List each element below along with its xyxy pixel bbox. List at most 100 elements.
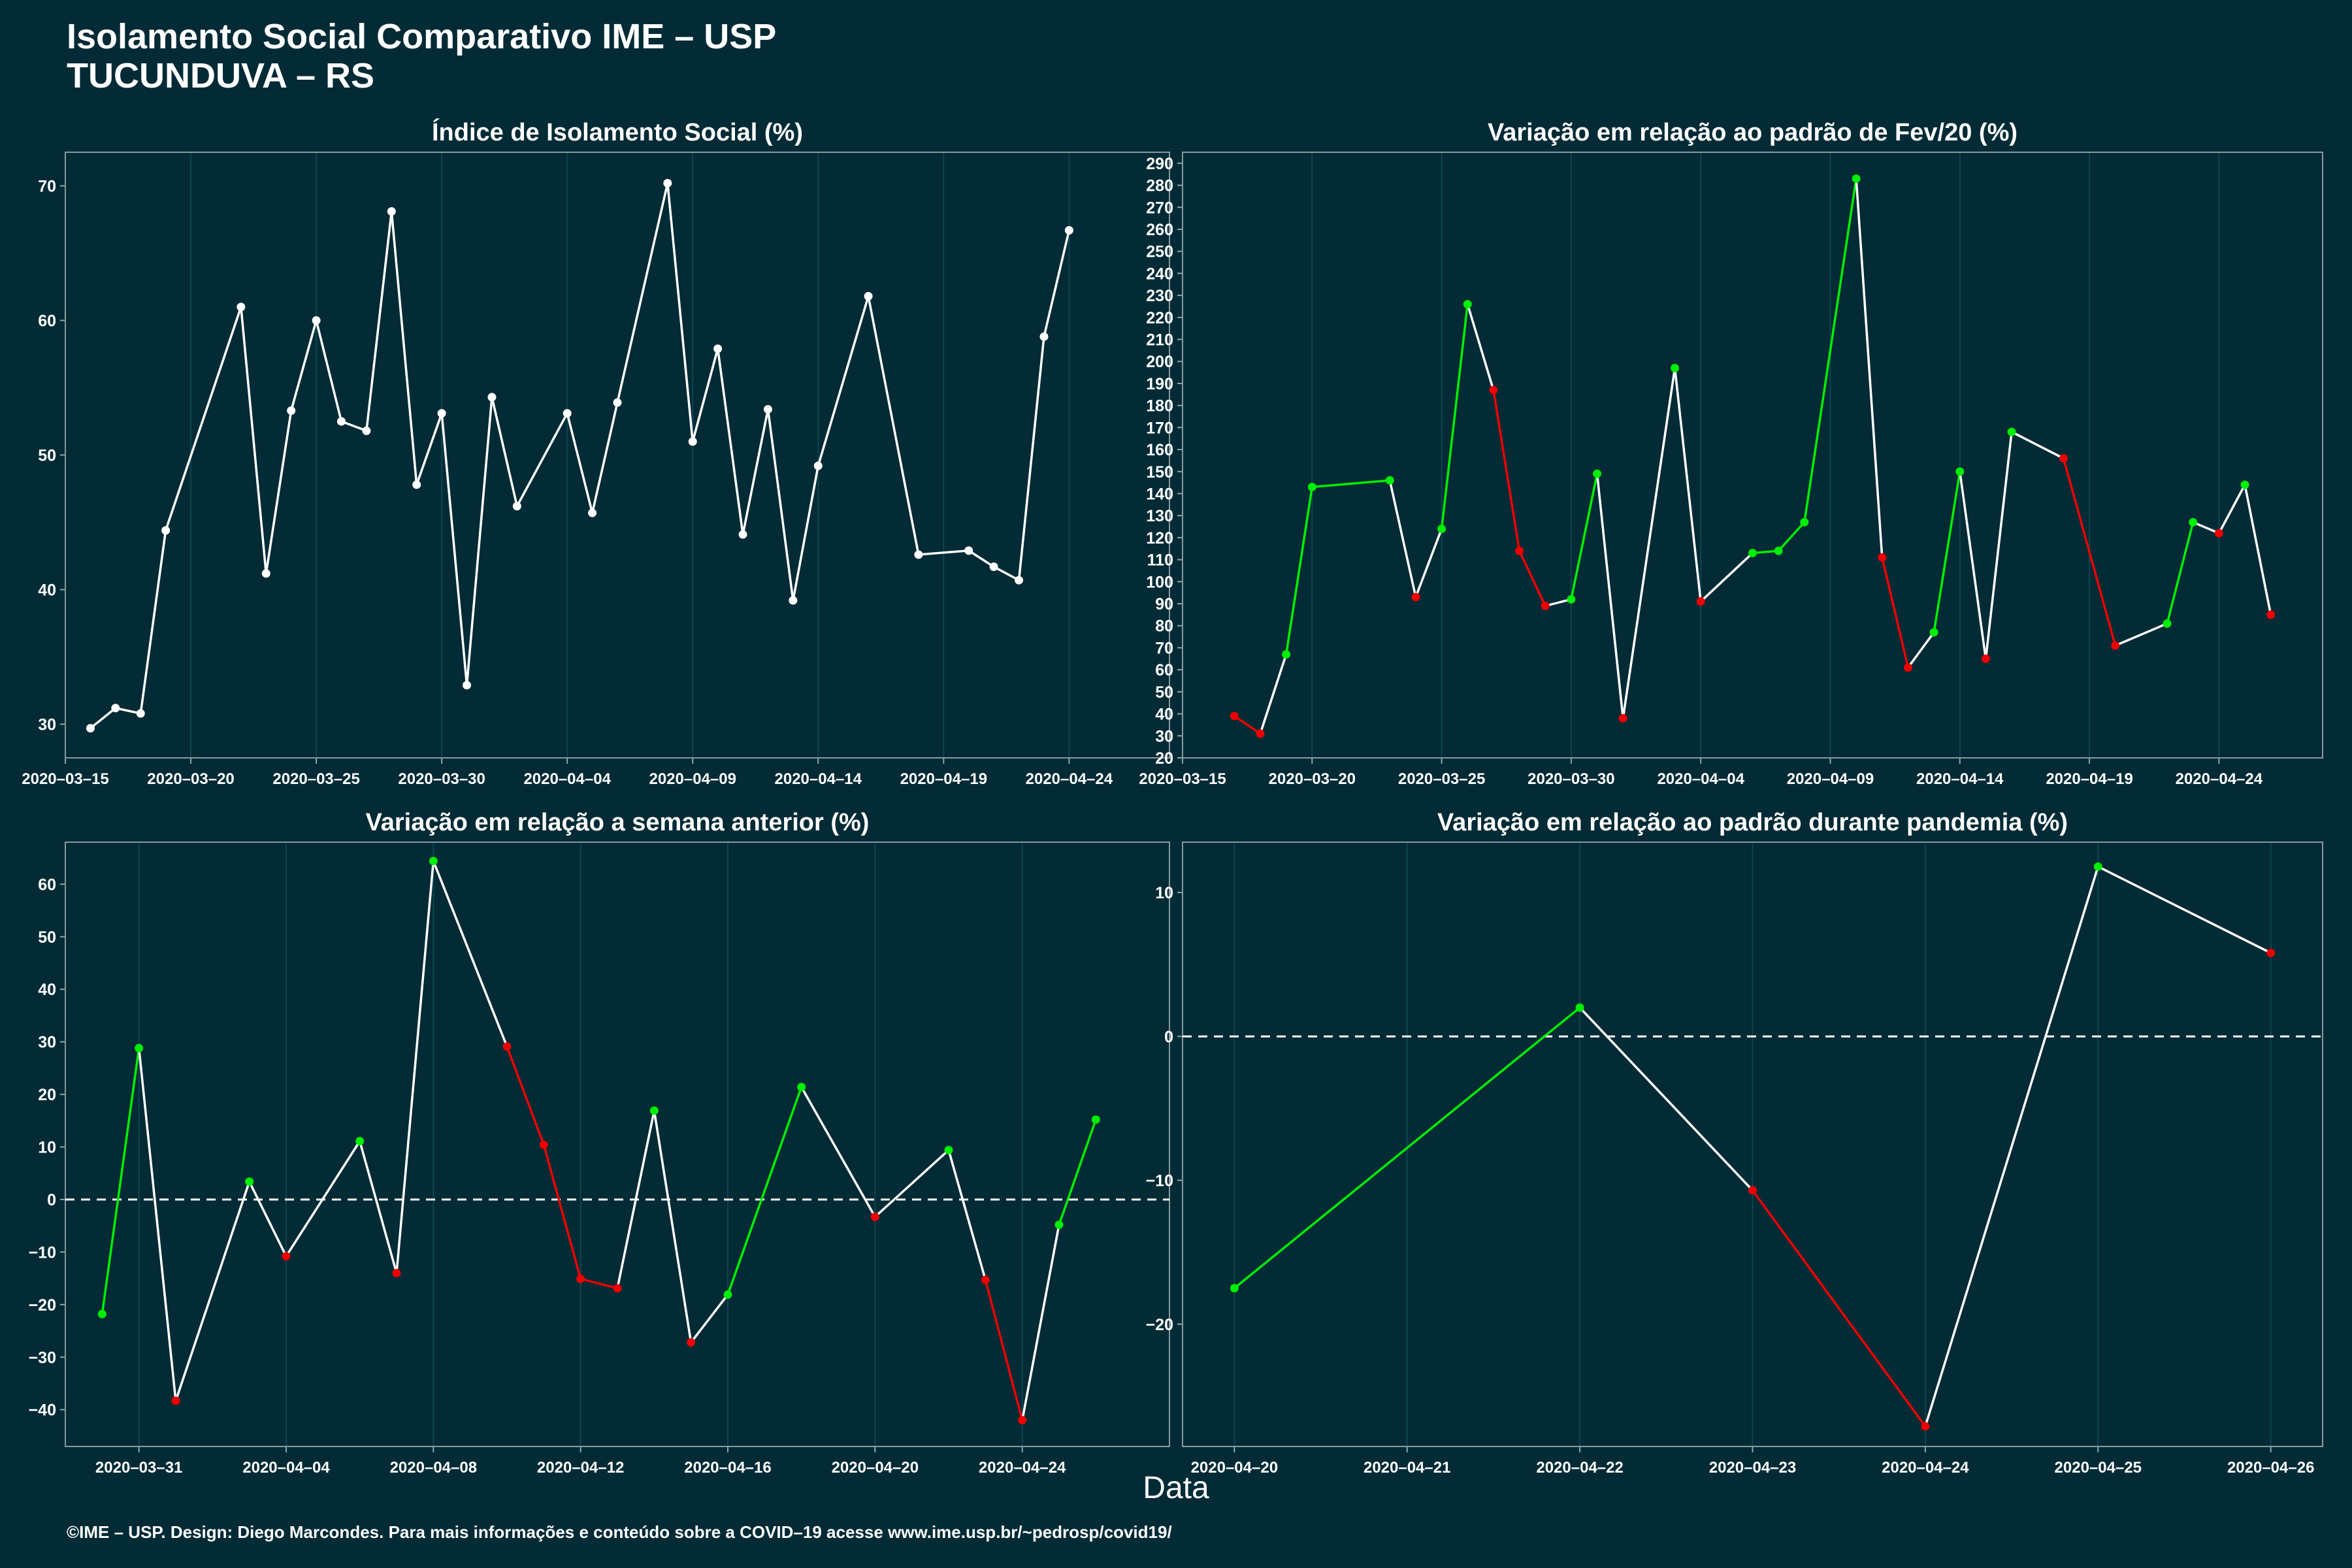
x-tick-label: 2020–04–20	[832, 1459, 919, 1477]
data-point	[1039, 332, 1049, 341]
series-segment	[1673, 368, 1702, 602]
x-tick-label: 2020–03–30	[1527, 770, 1614, 788]
series-segment	[1578, 1007, 1754, 1192]
series-segment	[390, 211, 418, 485]
data-point	[1411, 593, 1420, 602]
plot-frame	[65, 841, 1170, 1447]
data-point	[1696, 597, 1705, 606]
series-segment	[365, 211, 393, 431]
data-point	[437, 409, 446, 418]
y-tick-label: −20	[29, 1296, 56, 1315]
x-tick-label: 2020–04–04	[523, 770, 611, 788]
y-tick-label: 240	[1146, 265, 1173, 283]
y-tick-label: 190	[1146, 375, 1173, 393]
series-segment	[993, 565, 1020, 581]
series-segment	[164, 306, 242, 531]
data-point	[412, 480, 421, 489]
data-point	[1878, 553, 1887, 562]
series-segment	[727, 1086, 803, 1296]
data-point	[136, 709, 145, 718]
series-segment	[918, 549, 969, 556]
data-point	[613, 1284, 622, 1293]
data-point	[964, 546, 973, 555]
y-tick-label: 30	[1155, 727, 1173, 745]
x-tick-label: 2020–04–21	[1364, 1459, 1450, 1477]
footer-credits: ©IME – USP. Design: Diego Marcondes. Par…	[67, 1522, 1172, 1542]
data-point	[1463, 300, 1472, 309]
data-point	[1903, 663, 1912, 672]
series-segment	[2244, 484, 2272, 615]
series-segment	[2011, 431, 2065, 460]
series-segment	[591, 402, 619, 514]
series-segment	[1518, 550, 1546, 607]
x-tick-label: 2020–04–24	[1026, 770, 1113, 788]
data-point	[687, 1338, 696, 1347]
y-tick-label: 50	[38, 447, 56, 465]
y-tick-label: 70	[38, 178, 56, 196]
series-segment	[766, 409, 794, 601]
data-point	[1575, 1003, 1584, 1012]
y-tick-label: 20	[38, 1086, 56, 1104]
series-segment	[358, 1141, 398, 1274]
x-tick-label: 2020–04–14	[1916, 770, 2004, 788]
x-tick-label: 2020–04–08	[390, 1459, 477, 1477]
series-segment	[1440, 304, 1469, 529]
series-segment	[416, 413, 443, 485]
x-tick-label: 2020–04–24	[979, 1459, 1066, 1477]
data-point	[1541, 601, 1550, 610]
x-tick-label: 2020–03–15	[22, 770, 108, 788]
series-segment	[542, 1144, 582, 1279]
x-tick-label: 2020–03–25	[1398, 770, 1485, 788]
series-segment	[90, 707, 116, 730]
series-segment	[1058, 1119, 1097, 1226]
y-tick-label: −10	[29, 1243, 56, 1262]
series-segment	[315, 320, 343, 422]
x-tick-label: 2020–04–24	[1882, 1459, 1969, 1477]
y-tick-label: 40	[38, 981, 56, 999]
data-point	[789, 596, 798, 605]
series-segment	[1959, 471, 1987, 659]
data-point	[312, 316, 321, 325]
chart-title-line-2: TUCUNDUVA – RS	[67, 56, 375, 95]
data-point	[989, 562, 998, 571]
series-segment	[265, 410, 293, 574]
data-point	[1515, 546, 1524, 555]
series-segment	[1388, 480, 1417, 598]
data-point	[245, 1177, 254, 1186]
y-tick-label: 30	[38, 1034, 56, 1052]
series-segment	[1855, 178, 1884, 558]
y-tick-label: 120	[1146, 529, 1173, 547]
series-segment	[691, 348, 719, 442]
y-tick-label: 0	[1164, 1028, 1173, 1046]
series-segment	[817, 295, 870, 466]
data-point	[914, 550, 923, 559]
data-point	[1054, 1220, 1064, 1230]
data-point	[1852, 174, 1861, 183]
data-point	[1018, 1416, 1027, 1425]
data-point	[2266, 610, 2276, 619]
data-point	[713, 344, 723, 353]
data-point	[2111, 641, 2120, 650]
series-segment	[1984, 431, 2013, 659]
y-tick-label: 100	[1146, 573, 1173, 591]
data-point	[1064, 225, 1073, 235]
series-segment	[1881, 557, 1910, 668]
series-segment	[1803, 178, 1857, 523]
series-segment	[1284, 487, 1314, 655]
series-segment	[248, 1181, 287, 1257]
data-point	[2093, 862, 2102, 871]
x-tick-label: 2020–04–09	[1787, 770, 1874, 788]
data-point	[392, 1269, 401, 1278]
data-point	[2214, 529, 2223, 538]
panel-variation-pandemic-pattern: Variação em relação ao padrão durante pa…	[1146, 809, 2323, 1477]
series-segment	[115, 707, 141, 715]
series-segment	[1752, 549, 1779, 555]
y-tick-label: 80	[1155, 617, 1173, 636]
data-point	[1230, 1284, 1239, 1293]
series-segment	[2062, 458, 2117, 646]
series-segment	[566, 413, 594, 514]
data-point	[337, 417, 346, 426]
data-point	[1921, 1422, 1930, 1431]
data-point	[870, 1213, 879, 1221]
y-tick-label: 110	[1147, 551, 1173, 570]
